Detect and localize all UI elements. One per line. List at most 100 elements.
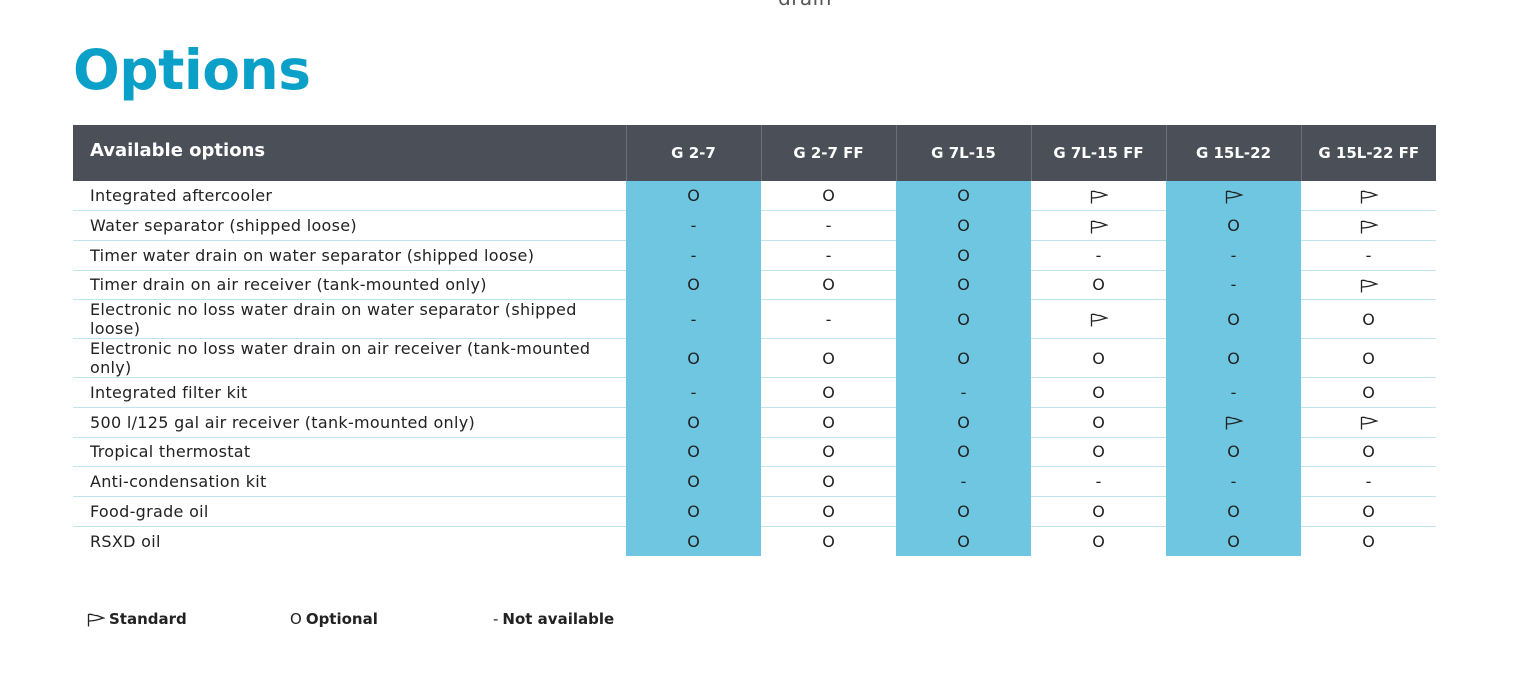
- optional-cell: O: [1166, 299, 1301, 340]
- cut-off-heading-text: drain: [778, 0, 832, 10]
- row-label: Electronic no loss water drain on air re…: [73, 338, 626, 379]
- not-available-cell: -: [1301, 240, 1436, 271]
- not-available-cell: -: [896, 466, 1031, 497]
- standard-flag-icon: [1090, 186, 1108, 205]
- table-row: Integrated filter kit - O - O - O: [73, 377, 1436, 408]
- not-available-cell: -: [1166, 270, 1301, 301]
- optional-cell: O: [896, 496, 1031, 527]
- model-column-header: G 7L-15: [895, 125, 1031, 181]
- legend-optional: O Optional: [290, 610, 378, 628]
- optional-cell: O: [1301, 338, 1436, 379]
- row-label: Water separator (shipped loose): [73, 210, 626, 241]
- table-row: Water separator (shipped loose) - - O O: [73, 210, 1436, 241]
- optional-cell: O: [761, 407, 896, 438]
- optional-cell: O: [761, 437, 896, 468]
- optional-cell: O: [626, 526, 761, 556]
- standard-flag-icon: [1225, 186, 1243, 205]
- table-row: Electronic no loss water drain on air re…: [73, 338, 1436, 379]
- optional-cell: O: [761, 496, 896, 527]
- optional-cell: O: [1092, 531, 1105, 551]
- not-available-cell: -: [1031, 466, 1166, 497]
- optional-cell: O: [896, 270, 1031, 301]
- standard-cell: [1301, 181, 1436, 212]
- standard-cell: [1031, 210, 1166, 241]
- table-row: Tropical thermostat O O O O O O: [73, 437, 1436, 468]
- standard-cell: [1301, 270, 1436, 301]
- row-label: 500 l/125 gal air receiver (tank-mounted…: [73, 407, 626, 438]
- optional-cell: O: [761, 338, 896, 379]
- row-label: RSXD oil: [90, 531, 161, 551]
- not-available-cell: -: [626, 299, 761, 340]
- row-label: Anti-condensation kit: [73, 466, 626, 497]
- not-available-cell: -: [626, 240, 761, 271]
- optional-cell: O: [1166, 526, 1301, 556]
- optional-cell: O: [1301, 377, 1436, 408]
- standard-flag-icon: [1360, 216, 1378, 235]
- optional-cell: O: [626, 407, 761, 438]
- optional-cell: O: [1031, 338, 1166, 379]
- optional-cell: O: [1031, 270, 1166, 301]
- optional-cell: O: [1166, 210, 1301, 241]
- table-row: Integrated aftercooler O O O: [73, 181, 1436, 212]
- table-header-row: Available options G 2-7 G 2-7 FF G 7L-15 G …: [73, 125, 1436, 181]
- not-available-cell: -: [626, 210, 761, 241]
- page-title: Options: [73, 38, 311, 102]
- not-available-symbol: -: [493, 610, 499, 628]
- optional-cell: O: [896, 299, 1031, 340]
- optional-cell: O: [1031, 377, 1166, 408]
- optional-cell: O: [626, 338, 761, 379]
- standard-cell: [1166, 181, 1301, 212]
- model-column-header: G 7L-15 FF: [1030, 125, 1166, 181]
- model-column-header: G 2-7: [625, 125, 761, 181]
- optional-cell: O: [896, 181, 1031, 212]
- row-label: Timer drain on air receiver (tank-mounte…: [73, 270, 626, 301]
- standard-cell: [1031, 181, 1166, 212]
- not-available-cell: -: [896, 377, 1031, 408]
- legend-not-available-label: Not available: [502, 610, 615, 628]
- row-label: Electronic no loss water drain on water …: [73, 299, 626, 340]
- standard-cell: [1166, 407, 1301, 438]
- model-column-header: G 15L-22: [1165, 125, 1301, 181]
- optional-cell: O: [896, 526, 1031, 556]
- model-column-header: G 15L-22 FF: [1300, 125, 1436, 181]
- standard-flag-icon: [1360, 275, 1378, 294]
- not-available-cell: -: [1166, 466, 1301, 497]
- optional-symbol: O: [290, 610, 302, 628]
- optional-cell: O: [626, 466, 761, 497]
- table-row: Timer water drain on water separator (sh…: [73, 240, 1436, 271]
- optional-cell: O: [626, 496, 761, 527]
- optional-cell: O: [896, 407, 1031, 438]
- row-label: Integrated aftercooler: [73, 181, 626, 212]
- optional-cell: O: [1301, 299, 1436, 340]
- optional-cell: O: [822, 531, 835, 551]
- optional-cell: O: [1031, 407, 1166, 438]
- not-available-cell: -: [1166, 377, 1301, 408]
- table-body: Integrated aftercooler O O O Water separator…: [73, 181, 1436, 556]
- legend-standard: Standard: [87, 610, 187, 628]
- table-row: Food-grade oil O O O O O O: [73, 496, 1436, 527]
- row-label: Tropical thermostat: [73, 437, 626, 468]
- optional-cell: O: [1166, 437, 1301, 468]
- not-available-cell: -: [761, 240, 896, 271]
- table-row: Anti-condensation kit O O - - - -: [73, 466, 1436, 497]
- table-row: Electronic no loss water drain on water …: [73, 299, 1436, 340]
- legend-standard-label: Standard: [109, 610, 187, 628]
- label-column-header: Available options: [73, 125, 626, 181]
- optional-cell: O: [761, 466, 896, 497]
- optional-cell: O: [896, 437, 1031, 468]
- optional-cell: O: [1301, 496, 1436, 527]
- not-available-cell: -: [1031, 240, 1166, 271]
- optional-cell: O: [896, 338, 1031, 379]
- optional-cell: O: [1362, 531, 1375, 551]
- model-column-header: G 2-7 FF: [760, 125, 896, 181]
- optional-cell: O: [626, 437, 761, 468]
- standard-flag-icon: [1090, 310, 1108, 329]
- not-available-cell: -: [626, 377, 761, 408]
- standard-cell: [1301, 210, 1436, 241]
- standard-cell: [1301, 407, 1436, 438]
- optional-cell: O: [626, 181, 761, 212]
- optional-cell: O: [1166, 338, 1301, 379]
- not-available-cell: -: [761, 299, 896, 340]
- standard-cell: [1031, 299, 1166, 340]
- optional-cell: O: [896, 210, 1031, 241]
